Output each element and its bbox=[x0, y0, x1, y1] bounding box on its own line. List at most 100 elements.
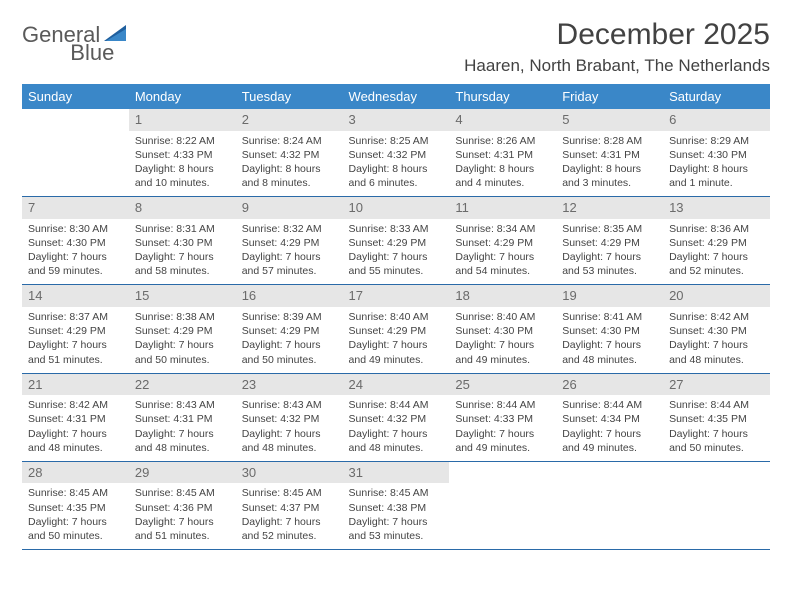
day-number: 3 bbox=[343, 109, 450, 131]
daylight-text: Daylight: 7 hours and 55 minutes. bbox=[349, 250, 444, 278]
sunset-text: Sunset: 4:30 PM bbox=[135, 236, 230, 250]
sunrise-text: Sunrise: 8:35 AM bbox=[562, 222, 657, 236]
daylight-text: Daylight: 7 hours and 57 minutes. bbox=[242, 250, 337, 278]
day-number: 10 bbox=[343, 197, 450, 219]
day-number: 12 bbox=[556, 197, 663, 219]
sunrise-text: Sunrise: 8:44 AM bbox=[349, 398, 444, 412]
calendar-day-cell: 29Sunrise: 8:45 AMSunset: 4:36 PMDayligh… bbox=[129, 461, 236, 549]
weekday-thursday: Thursday bbox=[449, 84, 556, 109]
day-number: 8 bbox=[129, 197, 236, 219]
day-number: 22 bbox=[129, 374, 236, 396]
daylight-text: Daylight: 7 hours and 53 minutes. bbox=[562, 250, 657, 278]
sunrise-text: Sunrise: 8:41 AM bbox=[562, 310, 657, 324]
calendar-day-cell: 14Sunrise: 8:37 AMSunset: 4:29 PMDayligh… bbox=[22, 285, 129, 373]
calendar-day-cell: 9Sunrise: 8:32 AMSunset: 4:29 PMDaylight… bbox=[236, 197, 343, 285]
daylight-text: Daylight: 7 hours and 49 minutes. bbox=[455, 427, 550, 455]
sunrise-text: Sunrise: 8:30 AM bbox=[28, 222, 123, 236]
calendar-day-cell: 23Sunrise: 8:43 AMSunset: 4:32 PMDayligh… bbox=[236, 373, 343, 461]
calendar-day-cell: 10Sunrise: 8:33 AMSunset: 4:29 PMDayligh… bbox=[343, 197, 450, 285]
sunrise-text: Sunrise: 8:38 AM bbox=[135, 310, 230, 324]
sunrise-text: Sunrise: 8:45 AM bbox=[28, 486, 123, 500]
day-number: 23 bbox=[236, 374, 343, 396]
sunrise-text: Sunrise: 8:42 AM bbox=[28, 398, 123, 412]
daylight-text: Daylight: 7 hours and 48 minutes. bbox=[242, 427, 337, 455]
weekday-monday: Monday bbox=[129, 84, 236, 109]
calendar-day-cell: 12Sunrise: 8:35 AMSunset: 4:29 PMDayligh… bbox=[556, 197, 663, 285]
daylight-text: Daylight: 8 hours and 10 minutes. bbox=[135, 162, 230, 190]
day-number: 17 bbox=[343, 285, 450, 307]
calendar-day-cell: 6Sunrise: 8:29 AMSunset: 4:30 PMDaylight… bbox=[663, 109, 770, 197]
calendar-week-row: 21 Sunrise: 8:42 AM Sunset: 4:31 PM Dayligh… bbox=[22, 373, 770, 461]
day-number: 7 bbox=[22, 197, 129, 219]
sunset-text: Sunset: 4:30 PM bbox=[562, 324, 657, 338]
day-number: 25 bbox=[449, 374, 556, 396]
calendar-day-cell: 2Sunrise: 8:24 AMSunset: 4:32 PMDaylight… bbox=[236, 109, 343, 197]
daylight-text: Daylight: 7 hours and 48 minutes. bbox=[349, 427, 444, 455]
sunset-text: Sunset: 4:31 PM bbox=[455, 148, 550, 162]
daylight-text: Daylight: 7 hours and 49 minutes. bbox=[349, 338, 444, 366]
sunset-text: Sunset: 4:31 PM bbox=[135, 412, 230, 426]
weekday-wednesday: Wednesday bbox=[343, 84, 450, 109]
daylight-text: Daylight: 7 hours and 50 minutes. bbox=[135, 338, 230, 366]
daylight-text: Daylight: 7 hours and 49 minutes. bbox=[562, 427, 657, 455]
sunset-text: Sunset: 4:29 PM bbox=[135, 324, 230, 338]
sunset-text: Sunset: 4:35 PM bbox=[669, 412, 764, 426]
day-number: 26 bbox=[556, 374, 663, 396]
daylight-text: Daylight: 7 hours and 48 minutes. bbox=[562, 338, 657, 366]
sunrise-text: Sunrise: 8:40 AM bbox=[349, 310, 444, 324]
calendar-day-cell: 11Sunrise: 8:34 AMSunset: 4:29 PMDayligh… bbox=[449, 197, 556, 285]
sunset-text: Sunset: 4:32 PM bbox=[242, 148, 337, 162]
calendar-day-cell: 31Sunrise: 8:45 AMSunset: 4:38 PMDayligh… bbox=[343, 461, 450, 549]
day-number: 27 bbox=[663, 374, 770, 396]
calendar-week-row: 1Sunrise: 8:22 AMSunset: 4:33 PMDaylight… bbox=[22, 109, 770, 197]
sunrise-text: Sunrise: 8:33 AM bbox=[349, 222, 444, 236]
day-number: 21 bbox=[22, 374, 129, 396]
daylight-text: Daylight: 7 hours and 54 minutes. bbox=[455, 250, 550, 278]
sunrise-text: Sunrise: 8:43 AM bbox=[135, 398, 230, 412]
day-number: 20 bbox=[663, 285, 770, 307]
day-number: 5 bbox=[556, 109, 663, 131]
day-number: 24 bbox=[343, 374, 450, 396]
sunrise-text: Sunrise: 8:32 AM bbox=[242, 222, 337, 236]
day-number: 6 bbox=[663, 109, 770, 131]
day-number: 29 bbox=[129, 462, 236, 484]
sunrise-text: Sunrise: 8:45 AM bbox=[135, 486, 230, 500]
sunrise-text: Sunrise: 8:44 AM bbox=[562, 398, 657, 412]
sunset-text: Sunset: 4:38 PM bbox=[349, 501, 444, 515]
sunset-text: Sunset: 4:29 PM bbox=[242, 236, 337, 250]
calendar-day-cell bbox=[663, 461, 770, 549]
calendar-day-cell: 27 Sunrise: 8:44 AMSunset: 4:35 PMDayligh… bbox=[663, 373, 770, 461]
calendar-day-cell: 18Sunrise: 8:40 AMSunset: 4:30 PMDayligh… bbox=[449, 285, 556, 373]
calendar-week-row: 14Sunrise: 8:37 AMSunset: 4:29 PMDayligh… bbox=[22, 285, 770, 373]
daylight-text: Daylight: 7 hours and 51 minutes. bbox=[135, 515, 230, 543]
daylight-text: Daylight: 7 hours and 52 minutes. bbox=[669, 250, 764, 278]
header-row: General Blue December 2025 Haaren, North… bbox=[22, 18, 770, 76]
daylight-text: Daylight: 7 hours and 48 minutes. bbox=[28, 427, 123, 455]
daylight-text: Daylight: 8 hours and 1 minute. bbox=[669, 162, 764, 190]
month-title: December 2025 bbox=[464, 18, 770, 52]
calendar-day-cell: 30Sunrise: 8:45 AMSunset: 4:37 PMDayligh… bbox=[236, 461, 343, 549]
sunrise-text: Sunrise: 8:44 AM bbox=[669, 398, 764, 412]
sunset-text: Sunset: 4:30 PM bbox=[669, 324, 764, 338]
daylight-text: Daylight: 7 hours and 58 minutes. bbox=[135, 250, 230, 278]
calendar-week-row: 7Sunrise: 8:30 AMSunset: 4:30 PMDaylight… bbox=[22, 197, 770, 285]
calendar-day-cell: 25Sunrise: 8:44 AMSunset: 4:33 PMDayligh… bbox=[449, 373, 556, 461]
daylight-text: Daylight: 8 hours and 8 minutes. bbox=[242, 162, 337, 190]
title-block: December 2025 Haaren, North Brabant, The… bbox=[464, 18, 770, 76]
calendar-table: Sunday Monday Tuesday Wednesday Thursday… bbox=[22, 84, 770, 550]
sunset-text: Sunset: 4:30 PM bbox=[28, 236, 123, 250]
sunrise-text: Sunrise: 8:43 AM bbox=[242, 398, 337, 412]
daylight-text: Daylight: 8 hours and 6 minutes. bbox=[349, 162, 444, 190]
sunrise-text: Sunrise: 8:22 AM bbox=[135, 134, 230, 148]
daylight-text: Daylight: 7 hours and 53 minutes. bbox=[349, 515, 444, 543]
daylight-text: Daylight: 7 hours and 50 minutes. bbox=[669, 427, 764, 455]
calendar-day-cell bbox=[22, 109, 129, 197]
calendar-day-cell: 8Sunrise: 8:31 AMSunset: 4:30 PMDaylight… bbox=[129, 197, 236, 285]
sunset-text: Sunset: 4:32 PM bbox=[349, 412, 444, 426]
logo-text-blue: Blue bbox=[70, 40, 114, 66]
calendar-day-cell: 13Sunrise: 8:36 AMSunset: 4:29 PMDayligh… bbox=[663, 197, 770, 285]
calendar-day-cell: 7Sunrise: 8:30 AMSunset: 4:30 PMDaylight… bbox=[22, 197, 129, 285]
sunrise-text: Sunrise: 8:36 AM bbox=[669, 222, 764, 236]
sunrise-text: Sunrise: 8:45 AM bbox=[242, 486, 337, 500]
sunset-text: Sunset: 4:33 PM bbox=[135, 148, 230, 162]
